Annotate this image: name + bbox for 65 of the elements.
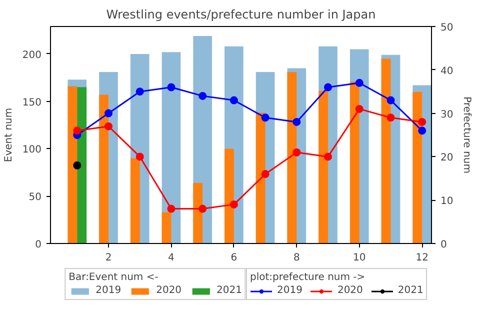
bar [412,92,422,244]
x-tick-label: 10 [353,252,366,264]
bar [193,182,203,244]
point [418,126,426,135]
y-tick-label: 200 [22,50,42,61]
y2-tick-label: 10 [440,196,454,208]
point [355,78,364,87]
point [73,126,82,135]
point [167,204,176,213]
point [355,104,364,113]
bar [318,90,328,244]
text: Bar:Event num <- [68,272,158,283]
y-tick-label: 100 [22,144,42,156]
legend-label: 2020 [337,285,363,296]
y-tick-label: 50 [28,192,42,204]
point [230,200,238,208]
x-tick-label: 6 [230,252,238,264]
point [230,96,238,104]
y-tick-label: 150 [22,97,42,108]
bar [68,86,78,244]
bar [77,87,87,244]
bar [350,81,360,244]
point [386,96,395,104]
y2-tick-label: 30 [440,109,454,120]
bar [381,58,391,244]
y2-tick-label: 40 [440,66,454,77]
y2-tick-label: 20 [440,152,454,164]
y2-tick-label: 0 [440,240,447,250]
text: plot:prefecture num -> [250,272,366,283]
bar [224,148,234,244]
legend-label: 2019 [277,285,302,296]
point [292,118,301,126]
chart-title: Wrestling events/prefecture number in Japan [106,8,376,22]
bar [256,112,266,244]
x-tick-label: 2 [105,252,112,264]
point [136,88,144,96]
y-tick-label: 0 [35,240,42,250]
point [261,114,270,122]
y-axis-title: Event num [3,108,14,162]
point [198,92,207,100]
legend-label: 2020 [156,285,182,296]
y2-tick-label: 50 [440,22,454,34]
bar [287,72,297,244]
point [418,118,426,126]
legend-label: 2021 [216,285,242,296]
point [104,122,113,130]
point [104,109,113,118]
bar [130,158,140,244]
bar [99,94,109,244]
point [324,83,332,92]
x-tick-label: 8 [293,252,300,264]
point [198,204,207,213]
point [386,114,395,122]
point [324,152,332,161]
bar [162,212,172,244]
y2-axis-title: Prefecture num [461,96,472,174]
x-tick-label: 4 [168,252,174,264]
point [136,152,144,161]
x-tick-label: 12 [416,252,428,264]
point [261,170,270,178]
point [292,148,301,156]
legend-label: 2021 [398,285,424,296]
point [73,161,82,170]
point [167,83,176,92]
legend-label: 2019 [96,285,122,296]
